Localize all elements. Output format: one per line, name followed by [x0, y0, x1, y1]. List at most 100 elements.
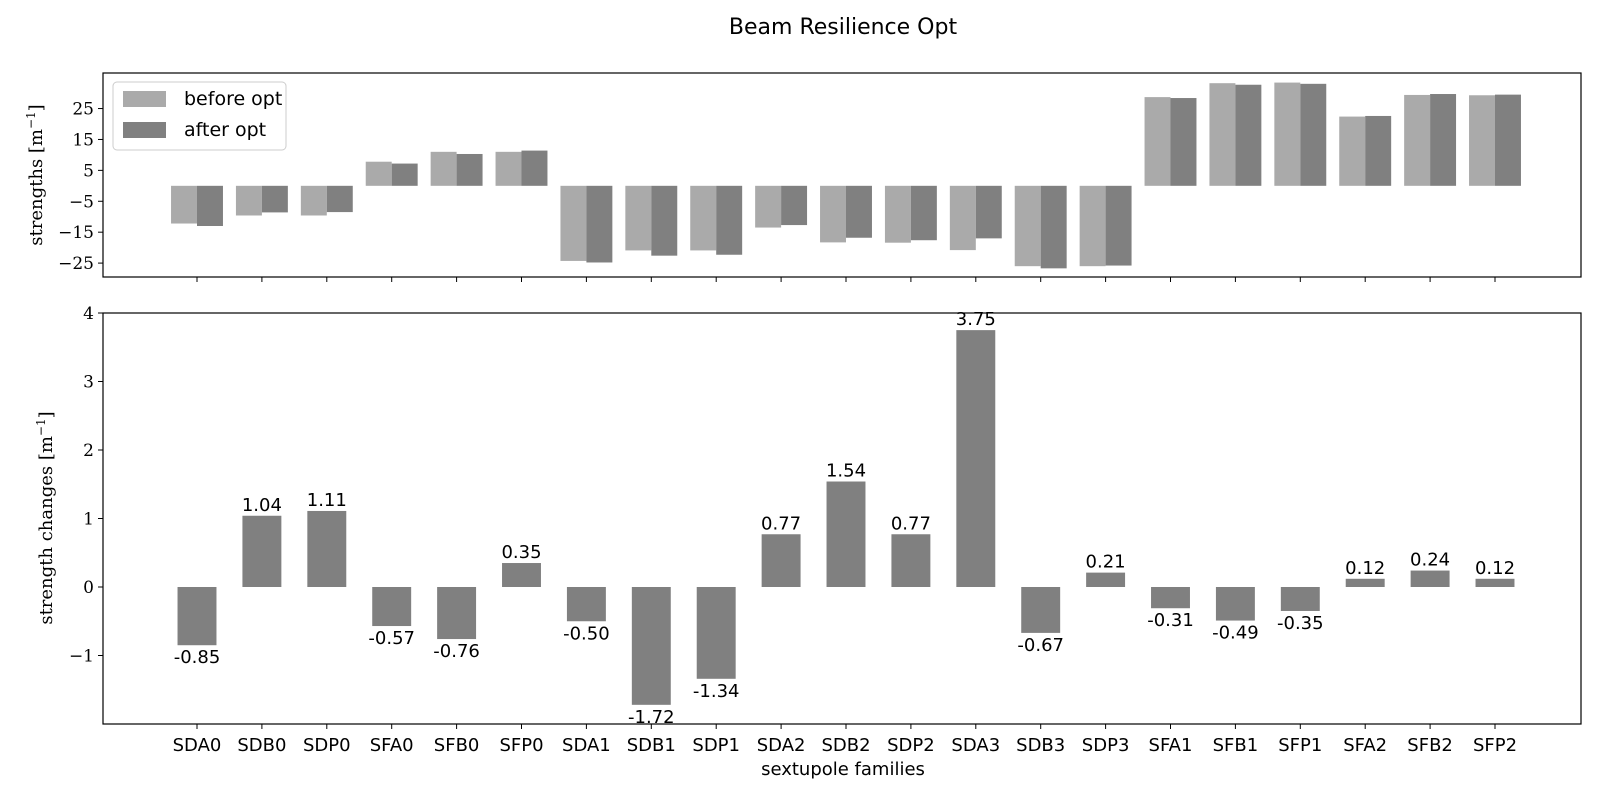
x-tick-label-sfa2: SFA2 — [1343, 735, 1387, 756]
change-bar-sda0 — [177, 587, 217, 646]
data-label-sdb0: 1.04 — [242, 495, 282, 516]
bar-after-sfp2 — [1495, 94, 1521, 186]
bar-before-sdb0 — [235, 185, 262, 216]
bar-before-sfp0 — [495, 151, 522, 186]
x-tick-label-sda1: SDA1 — [562, 735, 611, 756]
bar-after-sda0 — [197, 185, 223, 226]
data-label-sfp2: 0.12 — [1475, 558, 1515, 579]
change-bar-sfb0 — [437, 587, 477, 640]
bottom-data-labels: -0.85 1.04 1.11 -0.57 -0.76 0.35 -0.50 -1.72 -1.… — [174, 309, 1515, 728]
change-bar-sdb1 — [631, 587, 671, 705]
change-bar-sdp3 — [1086, 572, 1126, 587]
change-bar-sda2 — [761, 534, 801, 587]
change-bar-sda3 — [956, 330, 996, 587]
bar-before-sdp0 — [300, 185, 327, 216]
change-bar-sdb3 — [1021, 587, 1061, 633]
bar-before-sda2 — [755, 185, 782, 228]
top-y-tick-label: −15 — [58, 223, 94, 243]
bar-before-sfa2 — [1339, 116, 1366, 186]
x-tick-label-sfa0: SFA0 — [370, 735, 414, 756]
change-bar-sfb1 — [1215, 587, 1255, 621]
bar-after-sfb0 — [456, 153, 483, 186]
change-bar-sfp2 — [1475, 578, 1515, 587]
x-tick-label-sfb1: SFB1 — [1213, 735, 1259, 756]
top-panel: −25 −15 −5 5 15 25 strengths [m−1] before opt… — [24, 72, 1582, 282]
bar-after-sdp1 — [716, 185, 743, 255]
change-bar-sfb2 — [1410, 570, 1450, 587]
x-tick-label-sdb0: SDB0 — [237, 735, 286, 756]
legend: before opt after opt — [112, 81, 287, 151]
bottom-y-tick-label: 3 — [83, 373, 94, 393]
x-tick-label-sda3: SDA3 — [951, 735, 1000, 756]
bar-before-sdp3 — [1079, 185, 1106, 267]
data-label-sda0: -0.85 — [174, 647, 221, 668]
change-bar-sdb2 — [826, 481, 866, 587]
bar-before-sdp2 — [884, 185, 911, 243]
bar-after-sfb2 — [1430, 94, 1457, 186]
bottom-y-tick-label: −1 — [69, 647, 94, 667]
bar-before-sfb1 — [1209, 83, 1236, 186]
data-label-sda1: -0.50 — [563, 623, 610, 644]
data-label-sdp2: 0.77 — [891, 513, 931, 534]
data-label-sfb1: -0.49 — [1212, 623, 1259, 644]
data-label-sdb3: -0.67 — [1017, 635, 1064, 656]
bar-after-sdb0 — [261, 185, 288, 213]
bottom-axes-frame — [102, 312, 1582, 725]
top-y-axis-label: strengths [m−1] — [24, 104, 47, 245]
bar-after-sfa2 — [1365, 115, 1392, 186]
data-label-sda3: 3.75 — [956, 309, 996, 330]
bottom-y-tick-label: 2 — [83, 441, 94, 461]
x-tick-label-sdp0: SDP0 — [303, 735, 351, 756]
x-tick-label-sdp3: SDP3 — [1082, 735, 1130, 756]
bar-after-sdp3 — [1105, 185, 1132, 266]
bottom-y-tick-label: 0 — [83, 578, 94, 598]
bottom-bars — [177, 330, 1515, 705]
change-bar-sfa1 — [1151, 587, 1190, 609]
bar-after-sdb2 — [846, 185, 872, 238]
x-tick-label-sfp1: SFP1 — [1278, 735, 1322, 756]
bottom-y-ticks: −1 0 1 2 3 4 — [69, 304, 103, 667]
x-tick-label-sdb1: SDB1 — [627, 735, 676, 756]
bar-after-sfp1 — [1300, 83, 1327, 186]
bar-before-sda3 — [949, 185, 976, 251]
x-tick-label-sdb3: SDB3 — [1016, 735, 1065, 756]
data-label-sda2: 0.77 — [761, 513, 801, 534]
bottom-y-axis-label: strength changes [m−1] — [34, 411, 57, 624]
bar-after-sfb1 — [1235, 84, 1262, 186]
legend-label-before-opt: before opt — [184, 88, 282, 110]
data-label-sfp1: -0.35 — [1277, 613, 1324, 634]
top-y-ticks: −25 −15 −5 5 15 25 — [58, 100, 1496, 282]
bottom-y-tick-label: 1 — [83, 510, 94, 530]
data-label-sdb1: -1.72 — [628, 707, 675, 728]
bottom-x-ticks: SDA0 SDB0 SDP0 SFA0 SFB0 SFP0 SDA1 SDB1 SDP1 SDA2… — [173, 724, 1517, 756]
change-bar-sdb0 — [242, 515, 282, 587]
bar-before-sdb1 — [625, 185, 652, 251]
data-label-sdp3: 0.21 — [1086, 552, 1126, 573]
bar-before-sdp1 — [690, 185, 717, 251]
bar-before-sfa1 — [1144, 97, 1171, 186]
x-tick-label-sdb2: SDB2 — [821, 735, 870, 756]
bar-after-sda2 — [781, 185, 808, 226]
top-y-tick-label: −5 — [69, 192, 94, 212]
data-label-sdp1: -1.34 — [693, 681, 740, 702]
bar-after-sfp0 — [521, 150, 548, 186]
change-bar-sdp1 — [696, 587, 736, 679]
bar-before-sfa0 — [365, 161, 392, 186]
change-bar-sda1 — [566, 587, 606, 622]
x-axis-label: sextupole families — [761, 759, 925, 780]
bottom-y-tick-label: 4 — [83, 304, 94, 324]
x-tick-label-sda2: SDA2 — [757, 735, 806, 756]
chart-title: Beam Resilience Opt — [729, 15, 958, 40]
bar-before-sfp1 — [1274, 82, 1301, 186]
legend-label-after-opt: after opt — [184, 119, 266, 141]
bar-before-sfb0 — [430, 151, 457, 186]
change-bar-sfa2 — [1345, 578, 1385, 587]
bar-before-sfb2 — [1404, 94, 1431, 186]
data-label-sfa1: -0.31 — [1147, 610, 1194, 631]
change-bar-sfp1 — [1280, 587, 1320, 611]
data-label-sfa0: -0.57 — [368, 628, 415, 649]
bar-before-sdb3 — [1014, 185, 1041, 267]
x-tick-label-sda0: SDA0 — [173, 735, 222, 756]
bar-after-sda3 — [975, 185, 1002, 239]
